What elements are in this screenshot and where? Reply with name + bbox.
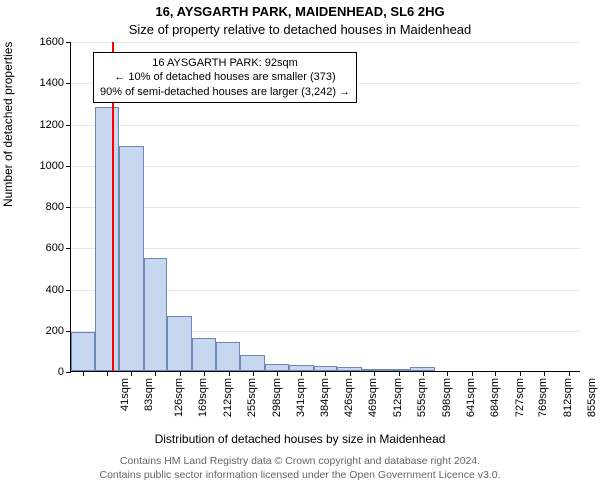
x-tick-label: 255sqm	[246, 378, 258, 417]
x-tick-mark	[544, 371, 545, 376]
histogram-bar	[167, 316, 191, 371]
info-line-larger: 90% of semi-detached houses are larger (…	[100, 85, 350, 99]
gridline-h	[71, 166, 580, 167]
x-tick-mark	[569, 371, 570, 376]
histogram-bar	[216, 342, 240, 371]
y-tick-mark	[66, 372, 71, 373]
y-tick-mark	[66, 248, 71, 249]
property-info-box: 16 AYSGARTH PARK: 92sqm ← 10% of detache…	[93, 52, 357, 103]
y-axis-label: Number of detached properties	[1, 42, 15, 207]
y-tick-mark	[66, 207, 71, 208]
x-tick-mark	[447, 371, 448, 376]
y-tick-label: 1200	[14, 119, 64, 131]
x-tick-label: 727sqm	[514, 378, 526, 417]
chart-container: 16, AYSGARTH PARK, MAIDENHEAD, SL6 2HG S…	[0, 0, 600, 500]
y-tick-label: 1600	[14, 36, 64, 48]
x-tick-label: 641sqm	[465, 378, 477, 417]
x-tick-mark	[472, 371, 473, 376]
y-tick-mark	[66, 125, 71, 126]
x-tick-label: 555sqm	[416, 378, 428, 417]
y-tick-mark	[66, 42, 71, 43]
info-line-smaller: ← 10% of detached houses are smaller (37…	[100, 70, 350, 84]
x-tick-label: 469sqm	[368, 378, 380, 417]
y-tick-label: 1000	[14, 160, 64, 172]
chart-title-main: 16, AYSGARTH PARK, MAIDENHEAD, SL6 2HG	[0, 4, 600, 19]
x-tick-label: 598sqm	[441, 378, 453, 417]
x-tick-label: 83sqm	[143, 378, 155, 411]
y-tick-mark	[66, 83, 71, 84]
x-tick-label: 512sqm	[392, 378, 404, 417]
x-tick-mark	[83, 371, 84, 376]
gridline-h	[71, 207, 580, 208]
chart-title-sub: Size of property relative to detached ho…	[0, 22, 600, 37]
x-tick-label: 341sqm	[295, 378, 307, 417]
x-tick-mark	[423, 371, 424, 376]
x-tick-mark	[131, 371, 132, 376]
histogram-bar	[265, 364, 289, 371]
histogram-bar	[119, 146, 143, 371]
x-tick-mark	[495, 371, 496, 376]
y-tick-mark	[66, 166, 71, 167]
x-tick-label: 812sqm	[562, 378, 574, 417]
x-tick-mark	[277, 371, 278, 376]
y-tick-label: 1400	[14, 77, 64, 89]
x-tick-label: 41sqm	[119, 378, 131, 411]
histogram-bar	[192, 338, 216, 371]
histogram-bar	[240, 355, 264, 372]
x-tick-label: 426sqm	[343, 378, 355, 417]
x-tick-label: 212sqm	[222, 378, 234, 417]
y-tick-mark	[66, 290, 71, 291]
histogram-bar	[71, 332, 95, 371]
y-tick-label: 0	[14, 366, 64, 378]
x-tick-label: 384sqm	[319, 378, 331, 417]
x-tick-mark	[229, 371, 230, 376]
x-tick-mark	[325, 371, 326, 376]
x-tick-mark	[520, 371, 521, 376]
y-tick-label: 800	[14, 201, 64, 213]
x-tick-label: 126sqm	[173, 378, 185, 417]
x-tick-label: 855sqm	[586, 378, 598, 417]
x-tick-label: 769sqm	[538, 378, 550, 417]
x-tick-mark	[399, 371, 400, 376]
y-tick-label: 600	[14, 242, 64, 254]
histogram-bar	[144, 258, 168, 371]
x-tick-mark	[301, 371, 302, 376]
copyright-footer: Contains HM Land Registry data © Crown c…	[0, 454, 600, 482]
x-tick-mark	[374, 371, 375, 376]
x-tick-label: 298sqm	[271, 378, 283, 417]
info-line-size: 16 AYSGARTH PARK: 92sqm	[100, 56, 350, 70]
x-tick-mark	[155, 371, 156, 376]
x-tick-label: 684sqm	[489, 378, 501, 417]
x-tick-mark	[204, 371, 205, 376]
histogram-bar	[95, 107, 119, 371]
footer-line-1: Contains HM Land Registry data © Crown c…	[0, 454, 600, 468]
x-tick-label: 169sqm	[198, 378, 210, 417]
gridline-h	[71, 248, 580, 249]
x-tick-mark	[107, 371, 108, 376]
x-tick-mark	[253, 371, 254, 376]
gridline-h	[71, 42, 580, 43]
y-tick-label: 200	[14, 325, 64, 337]
y-tick-label: 400	[14, 284, 64, 296]
gridline-h	[71, 125, 580, 126]
x-tick-mark	[180, 371, 181, 376]
x-tick-mark	[350, 371, 351, 376]
footer-line-2: Contains public sector information licen…	[0, 468, 600, 482]
x-axis-label: Distribution of detached houses by size …	[0, 432, 600, 446]
